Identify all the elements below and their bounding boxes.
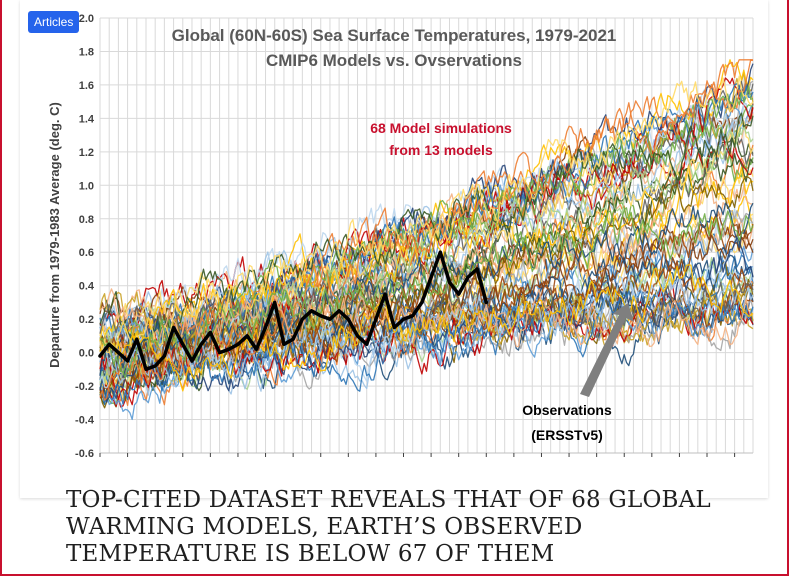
observation-point [365,342,369,346]
model-simulation-line [99,260,754,372]
observation-point [438,250,442,254]
model-simulation-line [99,120,754,351]
x-axis-ticks [99,453,736,457]
page-border-left [0,0,2,576]
observation-point [98,354,102,358]
observation-point [300,317,304,321]
y-tick-label: 0.4 [79,281,95,293]
observation-point [466,275,470,279]
y-tick-label: 0.6 [79,247,94,259]
observation-point [319,314,323,318]
y-tick-label: -0.6 [75,448,94,460]
y-tick-label: 1.2 [79,147,94,159]
model-simulation-line [99,281,754,354]
observation-point [310,309,314,313]
observation-point [392,326,396,330]
model-simulation-line [99,288,754,348]
y-axis-ticks: -0.6 -0.4 -0.2 0.0 0.2 0.4 0.6 0.8 1.0 1.2 1.4 1.6 1… [75,13,95,460]
observation-point [291,337,295,341]
model-simulation-line [99,275,754,387]
observation-point [282,342,286,346]
chart-subtitle: CMIP6 Models vs. Ovservations [266,51,522,70]
observation-point [411,314,415,318]
observation-point [328,317,332,321]
observation-point [420,300,424,304]
annotation-model-count: from 13 models [389,142,493,158]
observation-point [273,300,277,304]
model-simulation-line [99,59,754,375]
y-tick-label: 0.0 [79,348,94,360]
observation-point [374,317,378,321]
page-border-right [787,0,789,576]
annotation-observations: Observations [522,402,612,418]
observations-series [98,250,489,372]
observation-point [356,334,360,338]
observations-arrow [580,303,634,397]
y-tick-label: 1.0 [79,180,94,192]
y-tick-label: 0.8 [79,214,94,226]
article-headline[interactable]: TOP-CITED DATASET REVEALS THAT OF 68 GLO… [66,487,711,567]
observation-point [208,331,212,335]
observation-point [135,337,139,341]
observation-point [447,280,451,284]
observation-point [475,267,479,271]
observation-point [227,347,231,351]
observation-point [190,359,194,363]
model-simulation-line [99,112,754,350]
y-tick-label: 0.2 [79,314,94,326]
observation-point [153,364,157,368]
model-simulation-line [99,207,754,379]
model-simulation-line [99,124,754,396]
y-axis-label: Departure from 1979-1983 Average (deg. C… [47,102,62,368]
observation-point [245,334,249,338]
y-tick-label: 1.8 [79,46,94,58]
observation-point [236,342,240,346]
observation-point [162,354,166,358]
observation-point [218,351,222,355]
model-simulation-line [99,264,754,392]
observation-point [264,326,268,330]
page-border-bottom [0,574,789,576]
annotation-model-simulations: 68 Model simulations [370,120,512,136]
y-tick-label: 2.0 [79,13,94,25]
observation-point [107,342,111,346]
y-tick-label: -0.4 [75,415,95,427]
observation-point [429,275,433,279]
observation-point [484,300,488,304]
observation-point [254,347,258,351]
observation-point [383,292,387,296]
chart-title: Global (60N-60S) Sea Surface Temperature… [172,26,617,45]
observation-point [126,359,130,363]
annotation-ersst: (ERSSTv5) [531,427,603,443]
y-tick-label: 1.6 [79,80,94,92]
y-tick-label: 1.4 [79,113,95,125]
observation-point [181,342,185,346]
observation-point [199,342,203,346]
model-simulation-line [99,283,754,406]
sst-chart: -0.6 -0.4 -0.2 0.0 0.2 0.4 0.6 0.8 1.0 1.2 1.4 1.6 1… [47,13,754,460]
model-simulation-line [99,59,753,401]
observation-point [457,292,461,296]
observation-point [116,351,120,355]
y-tick-label: -0.2 [75,381,94,393]
model-simulation-line [99,75,754,354]
observation-point [172,326,176,330]
articles-badge[interactable]: Articles [28,11,80,33]
observation-point [337,309,341,313]
model-ensemble [99,59,754,421]
observation-point [402,317,406,321]
observation-point [144,367,148,371]
observation-point [346,317,350,321]
